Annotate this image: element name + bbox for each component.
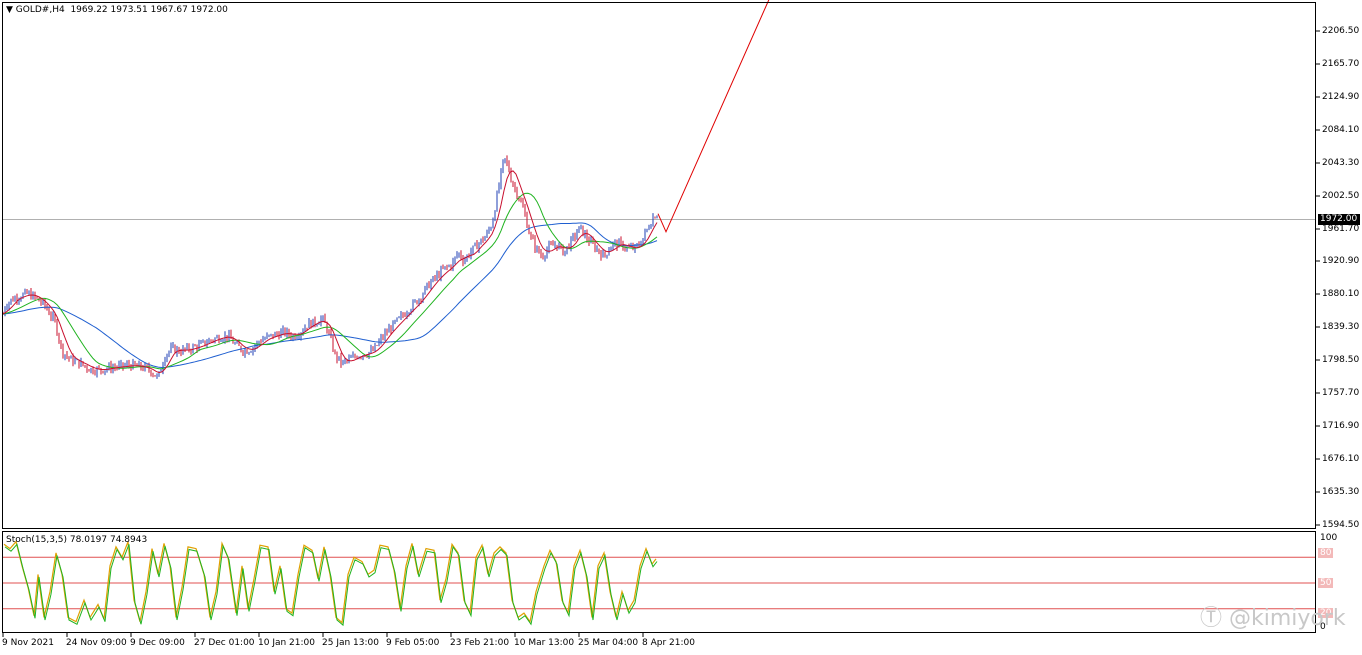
time-axis-label: 8 Apr 21:00 (642, 638, 695, 648)
symbol-header: ▼ GOLD#,H4 1969.22 1973.51 1967.67 1972.… (6, 5, 228, 16)
price-axis-label: 1676.10 (1322, 454, 1360, 464)
price-axis-label: 1839.30 (1322, 322, 1360, 332)
logo-icon: Ⓣ (1200, 606, 1223, 631)
price-axis-label: 1635.30 (1322, 487, 1360, 497)
stoch-level-20: 20 (1318, 608, 1334, 618)
time-axis-label: 9 Dec 09:00 (130, 638, 185, 648)
symbol-name: GOLD#,H4 (15, 5, 65, 15)
price-axis-label: 1920.90 (1322, 256, 1360, 266)
price-axis-label: 2165.70 (1322, 59, 1360, 69)
price-axis-label: 1716.90 (1322, 421, 1360, 431)
time-axis-label: 25 Mar 04:00 (578, 638, 639, 648)
price-axis-label: 2206.50 (1322, 26, 1360, 36)
projection-line (657, 0, 770, 234)
stoch-axis-min: 0 (1320, 622, 1326, 632)
price-axis-label: 1757.70 (1322, 388, 1360, 398)
time-axis-label: 10 Jan 21:00 (258, 638, 315, 648)
price-axis-label: 1594.50 (1322, 520, 1360, 530)
ma-mid-line (2, 192, 658, 370)
price-axis-label: 1880.10 (1322, 289, 1360, 299)
main-price-pane[interactable] (2, 2, 1316, 529)
stoch-level-80: 80 (1318, 548, 1334, 558)
price-axis-label: 2002.50 (1322, 191, 1360, 201)
ohlc-values: 1969.22 1973.51 1967.67 1972.00 (70, 5, 228, 15)
time-axis-label: 9 Nov 2021 (2, 638, 54, 648)
price-axis-label: 2043.30 (1322, 158, 1360, 168)
price-axis-label: 2084.10 (1322, 125, 1360, 135)
collapse-triangle-icon[interactable]: ▼ (6, 5, 13, 15)
time-axis-label: 10 Mar 13:00 (514, 638, 575, 648)
time-axis-label: 27 Dec 01:00 (194, 638, 255, 648)
price-axis-label: 2124.90 (1322, 92, 1360, 102)
price-axis-label: 1961.70 (1322, 224, 1360, 234)
time-axis-label: 9 Feb 05:00 (386, 638, 440, 648)
watermark-text: @kimiyork (1229, 606, 1346, 631)
time-axis-label: 24 Nov 09:00 (66, 638, 127, 648)
stochastic-pane[interactable] (2, 531, 1316, 633)
ma-fast-line (2, 170, 658, 374)
stoch-main-line (4, 543, 658, 627)
stochastic-title: Stoch(15,3,5) 78.0197 74.8943 (6, 535, 148, 545)
watermark: Ⓣ @kimiyork (1200, 600, 1346, 632)
stoch-axis-max: 100 (1320, 533, 1338, 543)
time-axis-label: 23 Feb 21:00 (450, 638, 510, 648)
price-axis-label: 1798.50 (1322, 355, 1360, 365)
time-axis-label: 25 Jan 13:00 (322, 638, 379, 648)
stoch-level-50: 50 (1318, 578, 1334, 588)
current-price-tag: 1972.00 (1318, 214, 1360, 225)
